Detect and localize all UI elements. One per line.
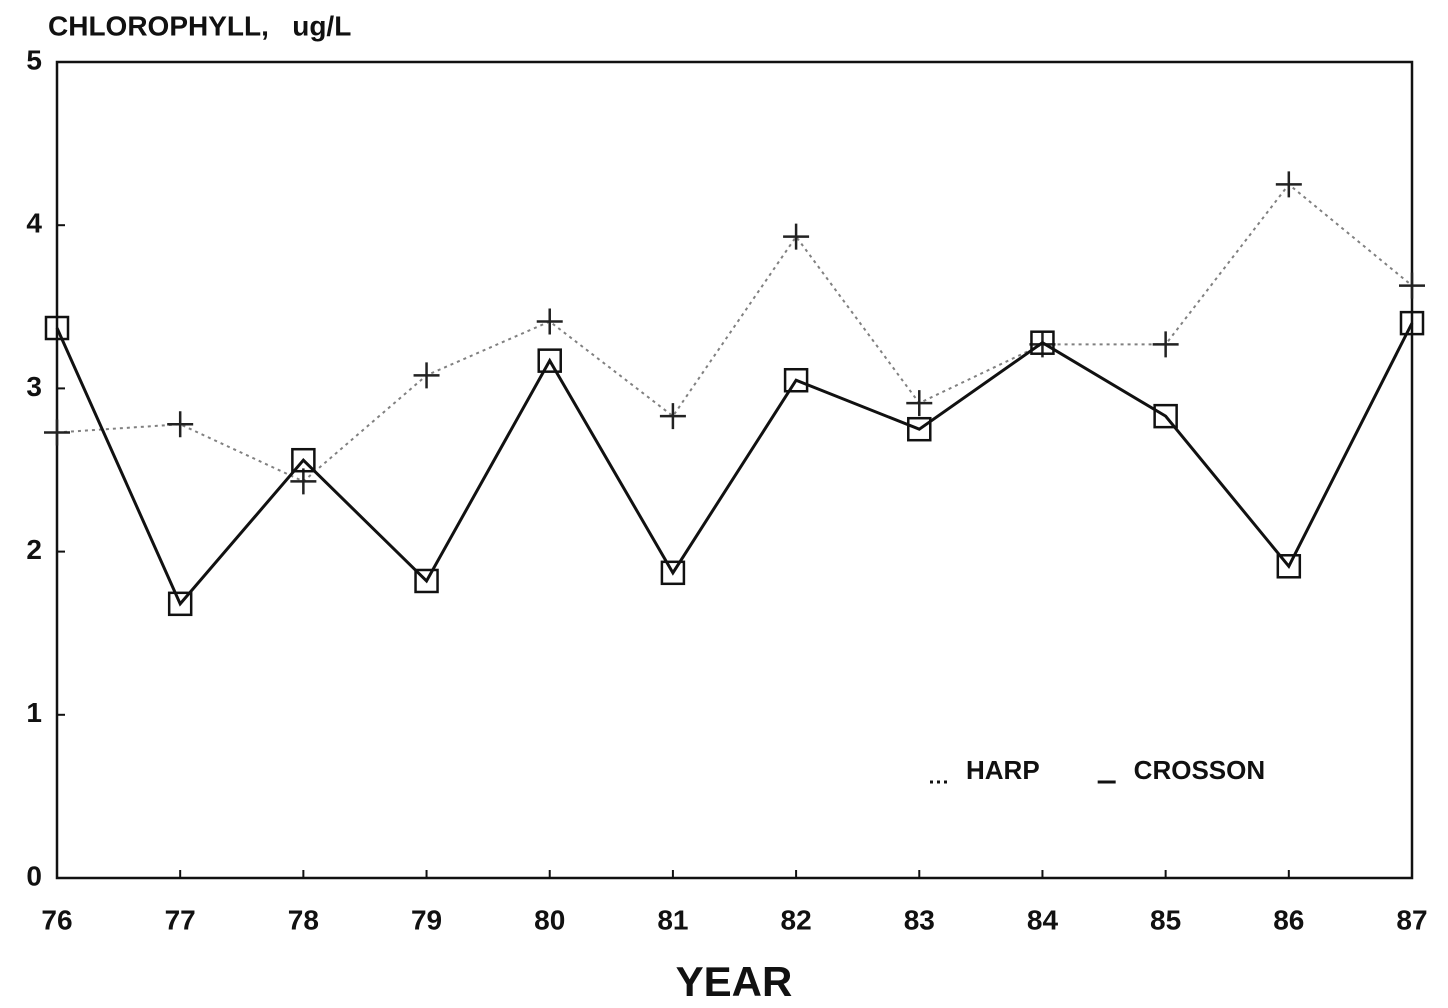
legend-label: HARP <box>966 755 1040 785</box>
y-tick-label: 1 <box>26 697 42 728</box>
chart-title: CHLOROPHYLL, ug/L <box>48 10 351 41</box>
x-tick-label: 78 <box>288 904 319 935</box>
square-marker <box>783 367 809 393</box>
square-marker <box>1399 310 1425 336</box>
x-tick-label: 83 <box>904 904 935 935</box>
plus-marker <box>167 411 194 438</box>
x-tick-label: 77 <box>165 904 196 935</box>
y-tick-label: 0 <box>26 860 42 891</box>
series-line <box>55 322 1414 607</box>
y-tick-label: 4 <box>26 208 42 239</box>
square-marker <box>1153 403 1178 429</box>
x-tick-label: 85 <box>1150 904 1181 935</box>
y-tick-label: 3 <box>26 371 42 402</box>
plus-marker <box>290 468 317 495</box>
plus-marker <box>1399 272 1425 299</box>
x-tick-label: 86 <box>1273 904 1304 935</box>
plus-marker <box>783 223 810 250</box>
x-tick-label: 76 <box>41 904 72 935</box>
plus-marker <box>413 362 440 389</box>
square-marker <box>414 568 439 594</box>
x-tick-label: 79 <box>411 904 442 935</box>
square-marker <box>291 447 316 473</box>
plus-marker <box>659 403 686 430</box>
x-tick-label: 82 <box>781 904 812 935</box>
square-marker <box>907 416 932 442</box>
square-marker <box>1030 330 1055 355</box>
plus-marker <box>1275 171 1302 198</box>
square-marker <box>44 315 70 341</box>
plus-marker <box>44 419 70 446</box>
plot-frame <box>55 60 1414 880</box>
plus-marker <box>536 308 563 335</box>
legend-label: CROSSON <box>1134 755 1265 785</box>
y-tick-label: 5 <box>26 44 42 75</box>
x-tick-label: 84 <box>1027 904 1059 935</box>
y-tick-label: 2 <box>26 534 42 565</box>
square-marker <box>167 591 193 617</box>
x-tick-label: 87 <box>1396 904 1427 935</box>
x-tick-label: 81 <box>657 904 688 935</box>
plus-marker <box>1152 331 1179 358</box>
plus-marker <box>906 390 933 417</box>
x-tick-label: 80 <box>534 904 565 935</box>
square-marker <box>660 560 686 586</box>
x-axis-label: YEAR <box>676 958 793 1005</box>
square-marker <box>1276 554 1302 579</box>
series-line <box>56 182 1413 483</box>
square-marker <box>537 348 562 373</box>
